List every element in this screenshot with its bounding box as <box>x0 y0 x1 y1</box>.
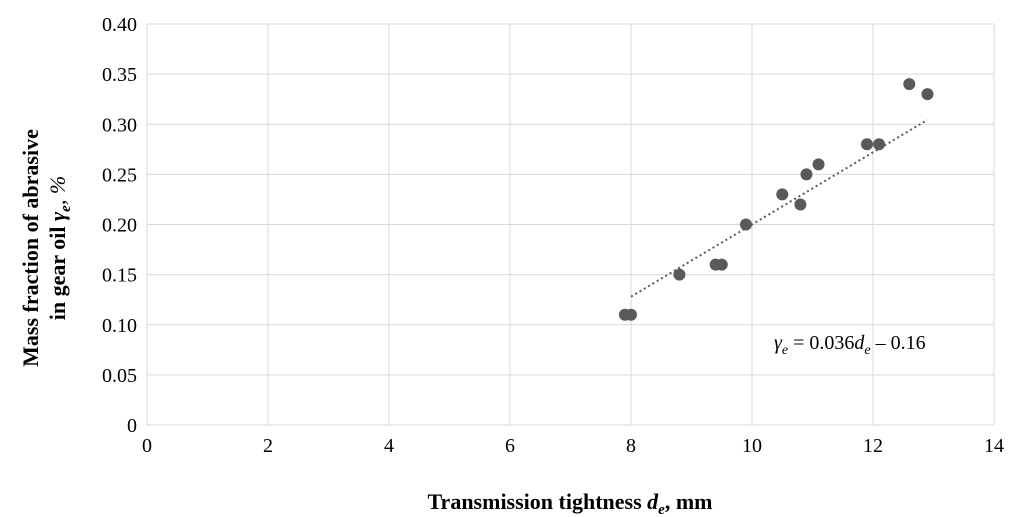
data-point <box>794 198 807 211</box>
data-point <box>625 308 637 321</box>
y-tick-label: 0.25 <box>102 164 137 186</box>
data-point <box>921 88 934 101</box>
data-point <box>673 268 686 281</box>
y-tick-label: 0.15 <box>102 265 137 287</box>
data-point <box>903 78 916 91</box>
grid-lines <box>146 23 995 426</box>
data-point <box>860 138 873 151</box>
x-tick-label: 14 <box>984 435 1004 457</box>
data-point <box>873 138 886 151</box>
x-tick-label: 12 <box>863 435 883 457</box>
y-tick-label: 0.10 <box>102 315 137 337</box>
x-tick-label: 2 <box>263 435 273 457</box>
y-tick-label: 0 <box>127 415 137 437</box>
x-tick-labels: 0 2 4 6 8 10 12 14 <box>142 435 1004 457</box>
data-points <box>618 78 934 321</box>
y-tick-label: 0.40 <box>102 14 137 36</box>
x-tick-label: 10 <box>742 435 762 457</box>
y-axis-title-line1: Mass fraction of abrasive <box>18 129 43 367</box>
data-point <box>776 188 789 201</box>
y-tick-label: 0.35 <box>102 64 137 86</box>
y-axis-title-line2: in gear oil γe, % <box>45 176 74 320</box>
x-tick-label: 6 <box>505 435 515 457</box>
y-tick-label: 0.20 <box>102 215 137 237</box>
x-tick-label: 8 <box>626 435 636 457</box>
y-tick-labels: 0 0.05 0.10 0.15 0.20 0.25 0.30 0.35 0.40 <box>102 14 137 437</box>
data-point <box>800 168 813 181</box>
y-tick-label: 0.30 <box>102 114 137 136</box>
x-tick-label: 0 <box>142 435 152 457</box>
data-point <box>715 258 728 271</box>
y-tick-label: 0.05 <box>102 365 137 387</box>
data-point <box>739 218 752 231</box>
x-tick-label: 4 <box>384 435 394 457</box>
data-point <box>812 158 825 171</box>
y-axis-title: Mass fraction of abrasive in gear oil γe… <box>18 129 74 367</box>
equation-annotation: γe = 0.036de – 0.16 <box>774 332 926 358</box>
x-axis-title: Transmission tightness de, mm <box>428 489 713 517</box>
